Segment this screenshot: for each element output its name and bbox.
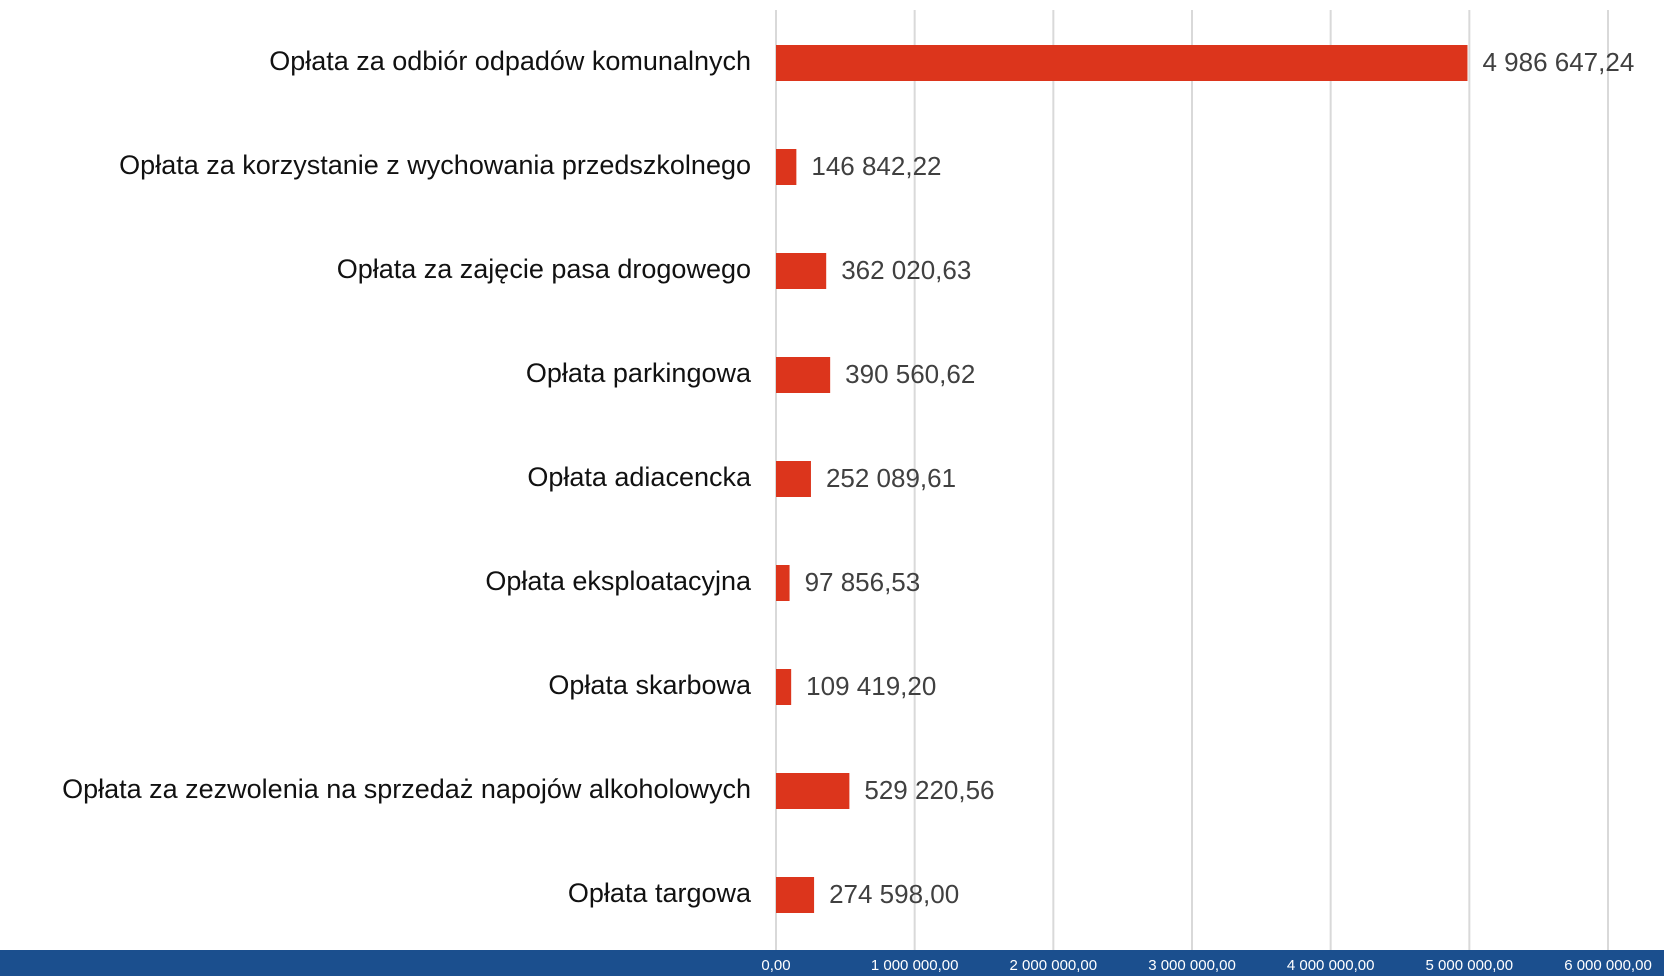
category-label: Opłata targowa (568, 878, 752, 908)
category-label: Opłata za zezwolenia na sprzedaż napojów… (62, 774, 751, 804)
value-label: 109 419,20 (806, 671, 936, 701)
value-label: 146 842,22 (811, 151, 941, 181)
category-label: Opłata adiacencka (527, 462, 752, 492)
bar (776, 253, 827, 289)
bar (776, 461, 811, 497)
value-label: 362 020,63 (841, 255, 971, 285)
x-tick-label: 6 000 000,00 (1564, 957, 1652, 974)
x-tick-label: 0,00 (761, 957, 790, 974)
bar (776, 565, 790, 601)
value-label: 252 089,61 (826, 463, 956, 493)
bar (776, 149, 797, 185)
x-tick-label: 3 000 000,00 (1148, 957, 1236, 974)
value-label: 390 560,62 (845, 359, 975, 389)
x-tick-label: 1 000 000,00 (871, 957, 959, 974)
value-label: 274 598,00 (829, 879, 959, 909)
category-label: Opłata eksploatacyjna (485, 566, 752, 596)
category-label: Opłata za zajęcie pasa drogowego (337, 254, 751, 284)
category-label: Opłata za odbiór odpadów komunalnych (269, 46, 751, 76)
bar (776, 773, 850, 809)
x-tick-label: 4 000 000,00 (1287, 957, 1375, 974)
bar (776, 669, 792, 705)
bar (776, 877, 815, 913)
axis-band (0, 950, 1664, 976)
value-label: 97 856,53 (805, 567, 921, 597)
category-label: Opłata parkingowa (526, 358, 752, 388)
category-label: Opłata za korzystanie z wychowania przed… (119, 150, 751, 180)
bar (776, 45, 1468, 81)
x-tick-label: 5 000 000,00 (1426, 957, 1514, 974)
bar (776, 357, 831, 393)
value-label: 529 220,56 (864, 775, 994, 805)
value-label: 4 986 647,24 (1482, 47, 1634, 77)
category-label: Opłata skarbowa (548, 670, 752, 700)
x-tick-label: 2 000 000,00 (1010, 957, 1098, 974)
